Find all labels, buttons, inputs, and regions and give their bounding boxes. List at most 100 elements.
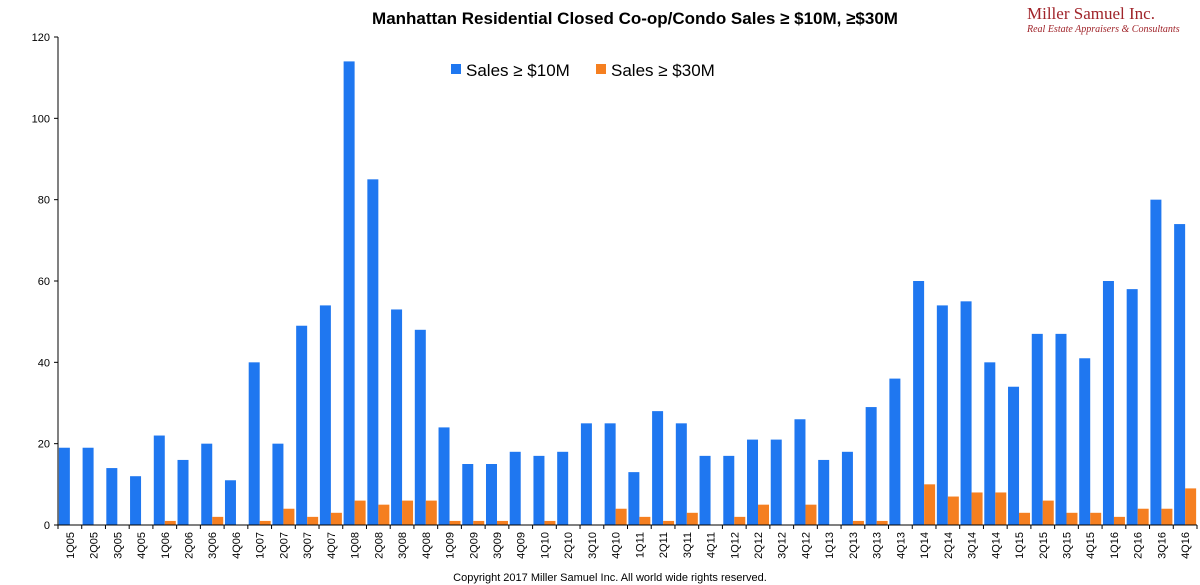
legend: Sales ≥ $10M Sales ≥ $30M bbox=[451, 61, 715, 80]
bar bbox=[272, 443, 284, 525]
legend-label-series-1: Sales ≥ $10M bbox=[466, 61, 570, 80]
bar bbox=[1150, 199, 1162, 525]
bar bbox=[449, 520, 461, 525]
bar bbox=[1161, 508, 1173, 525]
bar bbox=[248, 362, 260, 525]
bar bbox=[485, 464, 497, 525]
x-tick-label: 4Q16 bbox=[1180, 532, 1192, 559]
x-tick-label: 4Q05 bbox=[136, 532, 148, 559]
x-tick-label: 3Q09 bbox=[492, 532, 504, 559]
bar bbox=[818, 459, 830, 525]
bar bbox=[319, 305, 331, 525]
bar bbox=[557, 451, 569, 525]
bar bbox=[544, 520, 556, 525]
bar bbox=[1079, 358, 1091, 525]
bar bbox=[852, 520, 864, 525]
chart-title: Manhattan Residential Closed Co-op/Condo… bbox=[372, 9, 898, 28]
x-tick-label: 3Q13 bbox=[872, 532, 884, 559]
x-tick-label: 2Q05 bbox=[89, 532, 101, 559]
logo: Miller Samuel Inc. Real Estate Appraiser… bbox=[1026, 4, 1180, 35]
x-tick-label: 1Q06 bbox=[160, 532, 172, 559]
bar bbox=[425, 500, 437, 525]
bar bbox=[1090, 512, 1102, 525]
y-axis: 0 20 40 60 80 100 120 bbox=[32, 32, 59, 532]
y-tick-label: 40 bbox=[38, 357, 50, 369]
bar bbox=[438, 427, 450, 525]
bar bbox=[675, 423, 687, 525]
bar bbox=[1126, 289, 1138, 525]
y-tick-label: 120 bbox=[32, 32, 50, 44]
x-tick-label: 2Q13 bbox=[848, 532, 860, 559]
x-tick-label: 2Q09 bbox=[468, 532, 480, 559]
bar bbox=[889, 378, 901, 525]
bar bbox=[473, 520, 485, 525]
bar bbox=[734, 516, 746, 525]
bar bbox=[794, 419, 806, 525]
bar bbox=[971, 492, 983, 525]
bar bbox=[639, 516, 651, 525]
bar bbox=[402, 500, 414, 525]
x-tick-label: 3Q08 bbox=[397, 532, 409, 559]
bar bbox=[580, 423, 592, 525]
bar bbox=[924, 484, 936, 525]
bar bbox=[865, 407, 877, 525]
x-tick-label: 4Q14 bbox=[990, 532, 1002, 559]
bar bbox=[153, 435, 165, 525]
bar bbox=[805, 504, 817, 525]
x-tick-label: 3Q16 bbox=[1156, 532, 1168, 559]
x-tick-label: 1Q10 bbox=[539, 532, 551, 559]
series-1 bbox=[58, 61, 1186, 526]
x-tick-label: 3Q10 bbox=[587, 532, 599, 559]
bar bbox=[652, 411, 664, 525]
x-tick-label: 4Q11 bbox=[706, 532, 718, 558]
bar bbox=[414, 329, 426, 525]
x-axis: 1Q05 2Q05 3Q05 4Q05 1Q06 2Q06 3Q06 4Q06 1Q07 2Q07… bbox=[57, 524, 1198, 559]
bar bbox=[747, 439, 759, 525]
x-tick-label: 2Q10 bbox=[563, 532, 575, 559]
bar bbox=[82, 447, 94, 525]
bar bbox=[307, 516, 319, 525]
x-tick-label: 3Q11 bbox=[682, 532, 694, 558]
bar bbox=[686, 512, 698, 525]
x-tick-label: 2Q12 bbox=[753, 532, 765, 559]
bar bbox=[509, 451, 521, 525]
bar bbox=[533, 455, 545, 525]
bar bbox=[628, 472, 640, 525]
bar bbox=[259, 520, 271, 525]
x-tick-label: 4Q12 bbox=[800, 532, 812, 559]
bar bbox=[330, 512, 342, 525]
x-tick-label: 3Q05 bbox=[112, 532, 124, 559]
bar bbox=[367, 179, 379, 526]
x-tick-label: 4Q10 bbox=[611, 532, 623, 559]
bar bbox=[936, 305, 948, 525]
logo-tagline: Real Estate Appraisers & Consultants bbox=[1026, 24, 1180, 35]
y-tick-label: 20 bbox=[38, 439, 50, 451]
copyright-text: Copyright 2017 Miller Samuel Inc. All wo… bbox=[453, 572, 767, 584]
bars bbox=[58, 61, 1197, 526]
x-tick-label: 1Q16 bbox=[1109, 532, 1121, 559]
bar bbox=[663, 520, 675, 525]
bar bbox=[201, 443, 213, 525]
y-tick-label: 0 bbox=[44, 520, 50, 532]
y-tick-label: 100 bbox=[32, 113, 50, 125]
x-tick-label: 4Q07 bbox=[326, 532, 338, 559]
bar bbox=[1042, 500, 1054, 525]
legend-label-series-2: Sales ≥ $30M bbox=[611, 61, 715, 80]
bar bbox=[1055, 333, 1067, 525]
bar bbox=[984, 362, 996, 525]
series-2 bbox=[164, 484, 1197, 525]
bar bbox=[1174, 224, 1186, 526]
x-tick-label: 2Q14 bbox=[943, 532, 955, 559]
x-tick-label: 1Q15 bbox=[1014, 532, 1026, 559]
legend-swatch-series-1 bbox=[451, 64, 461, 74]
bar bbox=[130, 476, 142, 525]
bar bbox=[343, 61, 355, 526]
x-tick-label: 1Q12 bbox=[729, 532, 741, 559]
bar bbox=[354, 500, 366, 525]
bar bbox=[296, 325, 308, 525]
bar bbox=[947, 496, 959, 525]
bar bbox=[212, 516, 224, 525]
bar bbox=[177, 459, 189, 525]
bar bbox=[1066, 512, 1078, 525]
